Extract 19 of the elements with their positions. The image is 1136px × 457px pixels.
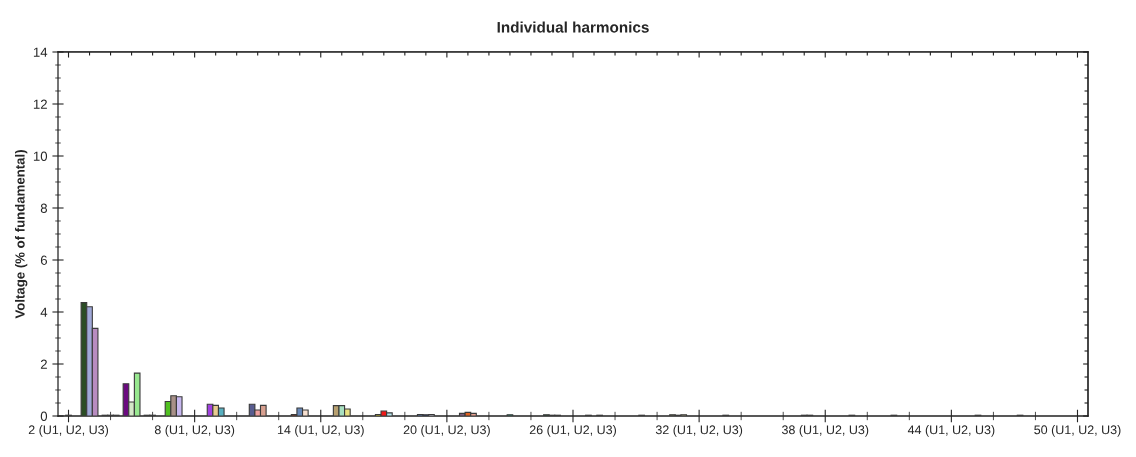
x-tick-label: 14 (U1, U2, U3) — [277, 425, 364, 437]
y-tick-label: 14 — [33, 47, 48, 57]
y-tick-label: 6 — [40, 255, 47, 265]
y-tick-label: 0 — [40, 411, 48, 421]
y-tick-label: 4 — [40, 307, 48, 317]
x-tick-label: 38 (U1, U2, U3) — [781, 425, 869, 437]
x-tick-label: 20 (U1, U2, U3) — [403, 425, 490, 437]
y-tick-label: 10 — [33, 151, 48, 161]
chart-title: Individual harmonics — [497, 21, 649, 33]
x-tick-label: 32 (U1, U2, U3) — [655, 425, 743, 437]
x-tick-label: 8 (U1, U2, U3) — [154, 425, 235, 437]
x-tick-label: 50 (U1, U2, U3) — [1034, 425, 1121, 437]
y-tick-label: 12 — [33, 99, 47, 109]
y-tick-label: 8 — [40, 203, 48, 213]
x-tick-label: 26 (U1, U2, U3) — [529, 425, 616, 437]
x-tick-label: 2 (U1, U2, U3) — [28, 425, 109, 437]
y-axis-title: Voltage (% of fundamental) — [15, 150, 28, 319]
x-tick-label: 44 (U1, U2, U3) — [907, 425, 995, 437]
y-tick-label: 2 — [40, 359, 47, 369]
